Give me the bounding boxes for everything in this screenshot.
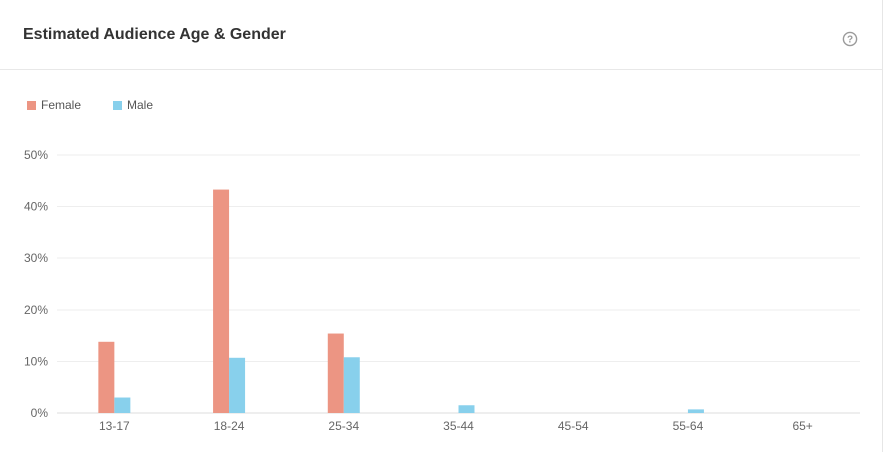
bar-male [458,405,475,413]
x-tick-label: 65+ [792,419,812,433]
bar-female [327,333,344,413]
y-tick-label: 10% [24,354,48,368]
x-tick-label: 45-54 [558,419,589,433]
chart-legend: Female Male [27,97,185,113]
y-tick-label: 30% [24,251,48,265]
bar-female [213,189,230,413]
bar-female [98,341,115,413]
bar-male [229,357,246,413]
legend-swatch-male [113,100,123,110]
bar-male [687,409,704,413]
x-tick-label: 35-44 [443,419,474,433]
bar-male [114,397,131,413]
legend-item-female[interactable]: Female [27,98,81,112]
legend-label-male: Male [127,98,154,112]
bar-male [343,357,360,413]
legend-item-male[interactable]: Male [113,98,153,112]
x-tick-label: 13-17 [99,419,130,433]
card-header: Estimated Audience Age & Gender ? [0,0,882,70]
y-tick-label: 20% [24,303,48,317]
card-title: Estimated Audience Age & Gender [23,26,286,43]
legend-swatch-female [27,100,36,110]
x-tick-label: 18-24 [214,419,245,433]
y-tick-label: 50% [24,148,48,162]
x-tick-label: 55-64 [673,419,704,433]
y-tick-label: 0% [31,406,49,420]
question-circle-icon[interactable]: ? [842,31,858,47]
legend-label-female: Female [41,98,82,112]
x-tick-label: 25-34 [328,419,359,433]
svg-text:?: ? [847,35,853,46]
y-tick-label: 40% [24,200,48,214]
